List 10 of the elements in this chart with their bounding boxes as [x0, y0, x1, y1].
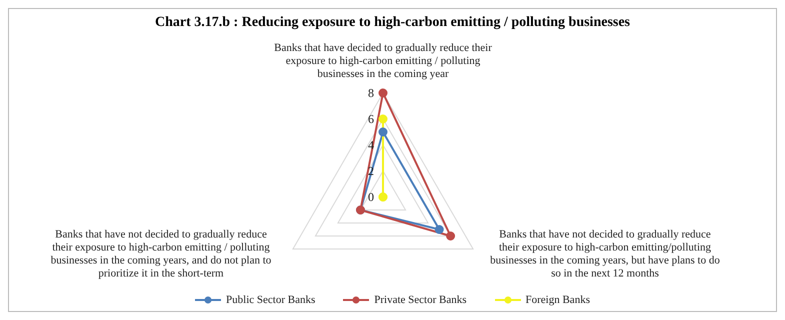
legend-label: Foreign Banks — [524, 294, 590, 306]
y-tick-label: 6 — [368, 112, 374, 126]
spoke-label: Banks that have not decided to gradually reduce their exposure to high-carbon emitting / polluting businesses in the coming years, and do not plan to prioritize it in the short-term — [50, 228, 272, 280]
legend-label: Private Sector Banks — [373, 294, 466, 306]
spoke-label: Banks that have decided to gradually reduce their exposure to high-carbon emitting / polluting businesses in the coming year — [274, 42, 492, 80]
chart-title: Chart 3.17.b : Reducing exposure to high-carbon emitting / polluting businesses — [154, 15, 631, 32]
spoke-label: Banks that have not decided to gradually reduce their exposure to high-carbon emitting/polluting businesses in the coming years, but have plans to do so in the next 12 months — [490, 228, 720, 280]
legend-label: Public Sector Banks — [225, 294, 316, 306]
y-tick-label: 8 — [368, 86, 374, 100]
y-tick-label: 0 — [368, 190, 374, 204]
